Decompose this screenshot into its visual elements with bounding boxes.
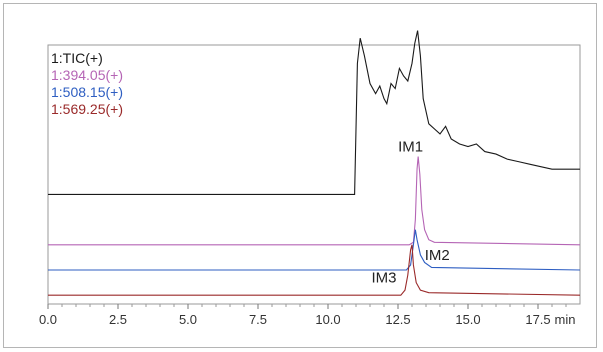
chromatogram-chart: 0.0 2.5 5.0 7.5 10.0 12.5 15.0 17.5 min 1:TIC(+)… xyxy=(39,30,581,327)
legend-entry-1-394-05: 1:394.05(+) xyxy=(51,67,123,83)
series-line-1-508-15 xyxy=(48,229,581,271)
series-line-1-569-25 xyxy=(48,244,581,296)
chart-frame: 0.0 2.5 5.0 7.5 10.0 12.5 15.0 17.5 min 1:TIC(+)… xyxy=(3,3,597,348)
x-tick-label: 12.5 xyxy=(385,312,410,327)
x-tick-label: 7.5 xyxy=(249,312,267,327)
x-tick-label: 17.5 xyxy=(525,312,550,327)
legend-entry-1-508-15: 1:508.15(+) xyxy=(51,84,123,100)
legend-entry-1-tic: 1:TIC(+) xyxy=(51,50,103,66)
x-unit-label: min xyxy=(555,312,576,327)
x-tick-label: 2.5 xyxy=(109,312,127,327)
annotation-im2: IM2 xyxy=(425,247,450,264)
x-tick-label: 5.0 xyxy=(179,312,197,327)
annotations: IM1 IM2 IM3 xyxy=(371,139,449,287)
series-line-1-394-05 xyxy=(48,156,581,246)
x-tick-label: 0.0 xyxy=(39,312,57,327)
legend: 1:TIC(+)1:394.05(+)1:508.15(+)1:569.25(+… xyxy=(51,50,123,117)
plot-area xyxy=(47,44,581,305)
x-tick-label: 15.0 xyxy=(455,312,480,327)
annotation-im3: IM3 xyxy=(371,270,396,287)
legend-entry-1-569-25: 1:569.25(+) xyxy=(51,101,123,117)
x-axis: 0.0 2.5 5.0 7.5 10.0 12.5 15.0 17.5 min xyxy=(39,304,576,327)
x-tick-label: 10.0 xyxy=(315,312,340,327)
series-line-1-tic xyxy=(48,30,580,195)
annotation-im1: IM1 xyxy=(398,139,423,156)
series-layer xyxy=(48,30,581,296)
